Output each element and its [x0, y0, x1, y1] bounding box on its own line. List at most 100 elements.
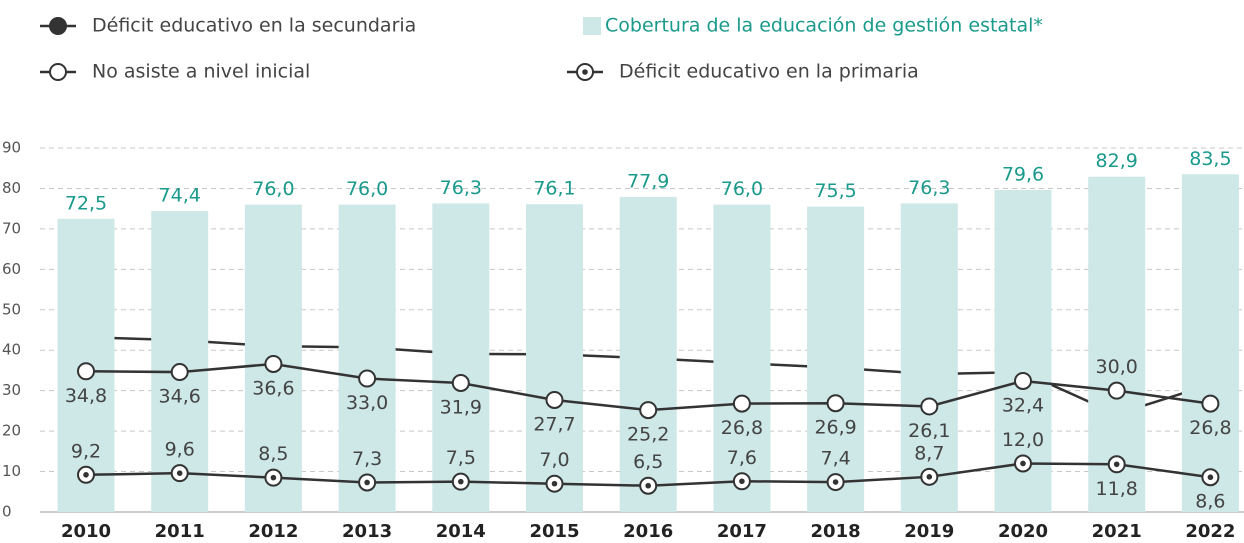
bar — [619, 196, 677, 512]
data-label: 8,7 — [914, 442, 944, 464]
y-tick-label: 80 — [2, 179, 21, 197]
marker-dot — [1207, 474, 1214, 481]
data-label: 7,3 — [352, 448, 382, 470]
bar — [526, 204, 583, 512]
bar-label: 76,3 — [908, 177, 950, 199]
bar — [151, 211, 209, 513]
x-tick-label: 2021 — [1092, 521, 1142, 542]
y-tick-label: 30 — [2, 381, 21, 399]
marker — [170, 363, 189, 382]
data-label: 30,0 — [1096, 356, 1138, 378]
data-label: 6,5 — [633, 451, 663, 473]
bar — [338, 204, 396, 512]
data-label: 12,0 — [1002, 429, 1044, 451]
marker-dot — [645, 482, 651, 489]
x-tick-label: 2016 — [623, 521, 673, 542]
marker — [358, 369, 377, 388]
data-label: 7,4 — [820, 448, 850, 470]
bar-label: 76,0 — [252, 178, 294, 200]
data-label: 31,9 — [440, 396, 482, 418]
marker-dot — [926, 474, 933, 480]
x-tick-label: 2020 — [998, 521, 1048, 542]
marker — [264, 354, 283, 373]
bar — [900, 203, 958, 513]
bar-label: 79,6 — [1002, 164, 1044, 186]
marker — [1014, 371, 1032, 390]
x-tick-label: 2014 — [436, 521, 486, 542]
x-tick-label: 2018 — [811, 521, 861, 542]
legend-label: Déficit educativo en la primaria — [619, 61, 919, 83]
bar-label: 76,1 — [533, 178, 575, 200]
marker — [77, 362, 95, 381]
legend-label: No asiste a nivel inicial — [92, 61, 310, 83]
y-tick-label: 10 — [2, 462, 21, 480]
bar-label: 83,5 — [1189, 148, 1231, 170]
x-tick-label: 2022 — [1185, 521, 1235, 542]
marker — [1107, 381, 1126, 400]
data-label: 9,2 — [71, 440, 101, 462]
bar — [713, 204, 771, 512]
data-label: 26,1 — [908, 420, 950, 442]
marker — [732, 394, 751, 413]
data-label: 8,5 — [258, 443, 288, 465]
marker — [545, 390, 564, 409]
y-tick-label: 90 — [2, 139, 21, 157]
data-label: 34,6 — [159, 386, 201, 408]
data-label: 26,8 — [1189, 417, 1231, 439]
marker — [49, 17, 67, 35]
bar-label: 76,0 — [721, 178, 763, 200]
bar-label: 82,9 — [1096, 150, 1138, 172]
data-label: 8,6 — [1195, 491, 1225, 513]
marker — [1201, 394, 1220, 413]
marker — [639, 401, 658, 420]
bar — [1181, 174, 1239, 513]
bar-label: 72,5 — [65, 192, 107, 214]
data-label: 34,8 — [65, 385, 107, 407]
bar-label: 75,5 — [814, 180, 856, 202]
marker-dot — [83, 471, 89, 478]
data-label: 33,0 — [346, 392, 388, 414]
data-label: 26,9 — [814, 417, 856, 439]
y-tick-label: 50 — [2, 300, 21, 318]
data-label: 26,8 — [721, 417, 763, 439]
data-label: 36,6 — [252, 377, 294, 399]
bar — [807, 206, 865, 512]
data-label: 7,5 — [446, 447, 476, 469]
y-tick-label: 60 — [2, 260, 21, 278]
data-label: 7,6 — [727, 447, 757, 469]
marker-dot — [176, 470, 183, 476]
marker-dot — [551, 480, 558, 487]
marker — [49, 63, 67, 81]
x-tick-label: 2012 — [248, 521, 298, 542]
bar — [432, 203, 490, 513]
marker-dot — [832, 479, 839, 485]
marker-dot — [364, 479, 370, 486]
data-label: 7,0 — [539, 449, 569, 471]
marker-dot — [582, 69, 588, 75]
bar-label: 76,0 — [346, 178, 388, 200]
marker-dot — [739, 478, 745, 485]
marker — [826, 394, 845, 413]
bar-label: 77,9 — [627, 170, 669, 192]
marker-dot — [1020, 460, 1026, 467]
data-label: 11,8 — [1096, 478, 1138, 500]
data-label: 32,4 — [1002, 394, 1044, 416]
bar-label: 76,3 — [440, 177, 482, 199]
y-tick-label: 20 — [2, 422, 21, 440]
x-tick-label: 2015 — [529, 521, 579, 542]
y-tick-label: 0 — [2, 503, 12, 521]
legend-label: Déficit educativo en la secundaria — [92, 15, 416, 37]
y-tick-label: 70 — [2, 219, 21, 237]
data-label: 25,2 — [627, 424, 669, 446]
x-tick-label: 2011 — [155, 521, 205, 542]
x-tick-label: 2013 — [342, 521, 392, 542]
data-label: 27,7 — [533, 413, 575, 435]
x-tick-label: 2019 — [904, 521, 954, 542]
data-label: 9,6 — [165, 439, 195, 461]
x-tick-label: 2010 — [61, 521, 111, 542]
legend-label: Cobertura de la educación de gestión est… — [605, 15, 1043, 37]
marker-dot — [458, 478, 464, 485]
bar-label: 74,4 — [159, 185, 201, 207]
marker — [920, 397, 939, 416]
